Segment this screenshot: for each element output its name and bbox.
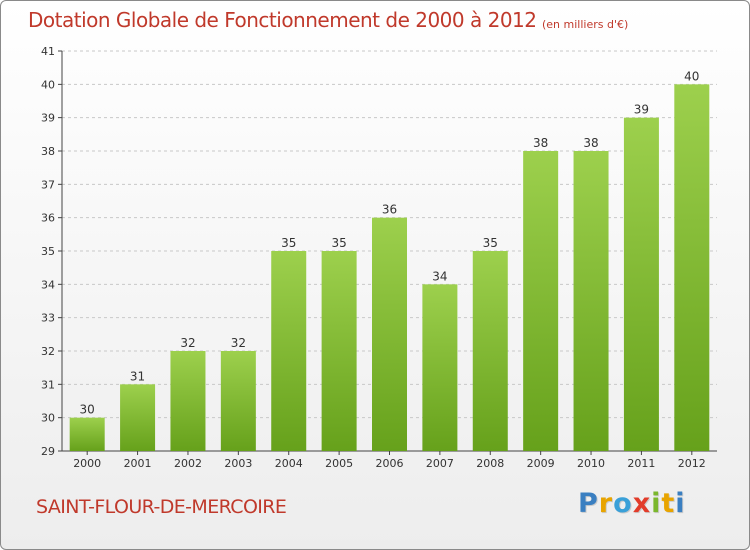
data-label: 38: [583, 136, 598, 150]
logo-letter: o: [613, 488, 633, 519]
x-tick-label: 2000: [73, 457, 101, 470]
bar-2004: [271, 251, 307, 451]
x-tick-label: 2004: [275, 457, 303, 470]
y-tick-label: 38: [41, 145, 55, 158]
y-tick-label: 30: [41, 412, 55, 425]
x-tick-label: 2007: [426, 457, 454, 470]
y-tick-label: 39: [41, 112, 55, 125]
y-tick-label: 41: [41, 45, 55, 58]
logo-letter: i: [675, 488, 686, 519]
x-tick-label: 2008: [476, 457, 504, 470]
x-tick-label: 2005: [325, 457, 353, 470]
bar-2009: [523, 151, 559, 451]
data-label: 36: [382, 203, 397, 217]
y-tick-label: 31: [41, 378, 55, 391]
x-tick-label: 2009: [527, 457, 555, 470]
bar-2007: [422, 284, 458, 451]
logo-letter: x: [632, 488, 652, 519]
x-tick-label: 2001: [124, 457, 152, 470]
x-tick-label: 2003: [224, 457, 252, 470]
y-tick-label: 34: [41, 278, 55, 291]
data-label: 34: [432, 269, 447, 283]
y-tick-label: 32: [41, 345, 55, 358]
data-label: 32: [180, 336, 195, 350]
chart-title: Dotation Globale de Fonctionnement de 20…: [28, 8, 537, 32]
logo-letter: t: [661, 488, 676, 519]
bar-2005: [321, 251, 357, 451]
logo-letter: r: [598, 488, 614, 519]
bar-2012: [674, 84, 710, 451]
data-label: 35: [483, 236, 498, 250]
data-label: 35: [331, 236, 346, 250]
y-tick-label: 29: [41, 445, 55, 458]
data-labels: 30 31 32 32 35 35 36 34 35 38 38 39 40: [80, 69, 700, 416]
data-label: 39: [634, 103, 649, 117]
bar-2008: [472, 251, 508, 451]
data-label: 35: [281, 236, 296, 250]
y-tick-label: 33: [41, 312, 55, 325]
logo-letter: P: [578, 488, 599, 519]
data-label: 38: [533, 136, 548, 150]
bar-2002: [170, 351, 206, 451]
bar-2010: [573, 151, 609, 451]
bar-2001: [120, 384, 156, 451]
data-label: 32: [231, 336, 246, 350]
data-label: 30: [80, 403, 95, 417]
data-label: 40: [684, 69, 699, 83]
x-tick-label: 2006: [376, 457, 404, 470]
x-tick-label: 2002: [174, 457, 202, 470]
logo-letter: i: [651, 488, 662, 519]
bars: [69, 84, 710, 452]
bar-2003: [220, 351, 256, 451]
proxiti-logo[interactable]: Proxiti: [578, 488, 686, 519]
y-tick-label: 37: [41, 178, 55, 191]
x-tick-label: 2012: [678, 457, 706, 470]
y-tick-label: 40: [41, 78, 55, 91]
x-tick-label: 2011: [627, 457, 655, 470]
bar-2011: [623, 117, 659, 452]
bar-2000: [69, 417, 105, 451]
data-label: 31: [130, 369, 145, 383]
x-tick-label: 2010: [577, 457, 605, 470]
y-tick-label: 36: [41, 212, 55, 225]
y-tick-label: 35: [41, 245, 55, 258]
commune-name: SAINT-FLOUR-DE-MERCOIRE: [36, 496, 287, 518]
bar-2006: [372, 217, 407, 451]
chart-subtitle: (en milliers d'€): [542, 18, 629, 31]
